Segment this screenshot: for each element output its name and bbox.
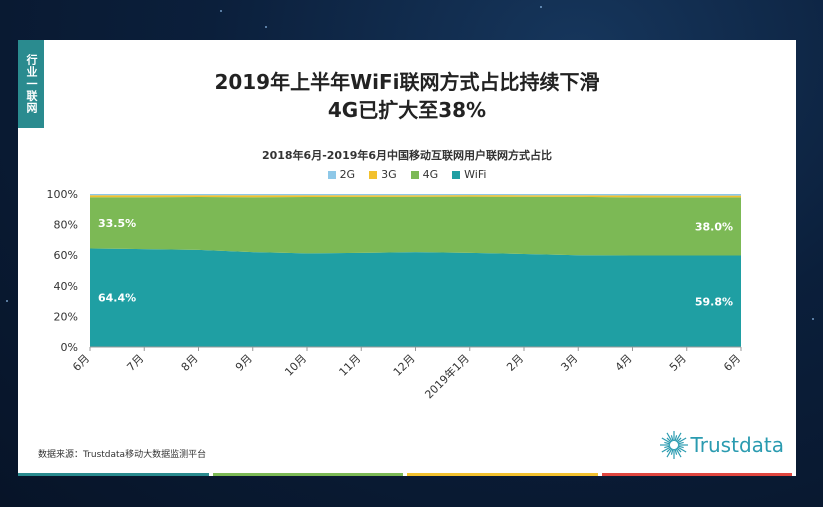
- slide: 行业一联网 2019年上半年WiFi联网方式占比持续下滑 4G已扩大至38% 2…: [18, 40, 796, 476]
- x-tick-label: 10月: [282, 352, 309, 379]
- legend-item-4g: 4G: [410, 168, 439, 181]
- logo-text: Trustdata: [690, 433, 785, 457]
- x-tick-label: 4月: [613, 352, 635, 374]
- bottom-bar-segment: [601, 473, 792, 476]
- legend-swatch: [327, 170, 336, 179]
- x-tick-label: 6月: [721, 352, 743, 374]
- x-tick-label: 5月: [667, 352, 689, 374]
- legend-label: WiFi: [464, 168, 487, 181]
- x-tick-label: 9月: [233, 352, 255, 374]
- starburst-logo-icon: [659, 431, 688, 459]
- area-series-wifi: [90, 248, 741, 347]
- data-label-wifi: 59.8%: [695, 295, 733, 308]
- bottom-bar-segment: [407, 473, 598, 476]
- y-tick-label: 20%: [54, 310, 78, 323]
- x-tick-label: 6月: [70, 352, 92, 374]
- x-tick-label: 7月: [124, 352, 146, 374]
- legend-label: 4G: [422, 168, 439, 181]
- legend-swatch: [369, 170, 378, 179]
- stacked-area-chart: 0% 20% 40% 60% 80% 100% 6月 7月 8月 9月 10月 11月 12月 2019年…: [47, 188, 744, 401]
- data-label-4g: 33.5%: [98, 217, 136, 230]
- area-series-2g: [90, 194, 741, 196]
- area-series-4g: [90, 196, 741, 256]
- y-tick-label: 40%: [54, 280, 78, 293]
- x-tick-label: 11月: [337, 352, 364, 379]
- legend-label: 2G: [339, 168, 356, 181]
- bottom-color-bar: [18, 473, 796, 476]
- y-tick-label: 60%: [54, 249, 78, 262]
- trustdata-logo: Trustdata: [659, 430, 785, 460]
- x-tick-label: 3月: [558, 352, 580, 374]
- x-tick-label: 2019年1月: [422, 351, 472, 401]
- slide-title-line1: 2019年上半年WiFi联网方式占比持续下滑: [214, 70, 600, 94]
- x-tick-label: 12月: [391, 352, 418, 379]
- legend-label: 3G: [381, 168, 397, 181]
- y-tick-label: 80%: [54, 219, 78, 232]
- chart-legend: 2G 3G 4G WiFi: [18, 168, 796, 181]
- x-tick-label: 2月: [504, 352, 526, 374]
- slide-title-line2: 4G已扩大至38%: [327, 98, 487, 122]
- legend-item-2g: 2G: [327, 168, 356, 181]
- area-series-3g: [90, 195, 741, 198]
- legend-item-wifi: WiFi: [452, 168, 486, 181]
- side-category-tag: 行业一联网: [18, 40, 44, 128]
- legend-swatch: [410, 170, 419, 179]
- legend-item-3g: 3G: [369, 168, 397, 181]
- legend-swatch: [452, 170, 461, 179]
- y-tick-label: 0%: [61, 341, 78, 354]
- x-tick-label: 8月: [179, 352, 201, 374]
- bottom-bar-segment: [212, 473, 403, 476]
- bottom-bar-segment: [18, 473, 209, 476]
- data-label-wifi: 64.4%: [98, 292, 136, 305]
- chart-title: 2018年6月-2019年6月中国移动互联网用户联网方式占比: [261, 149, 553, 162]
- data-label-4g: 38.0%: [695, 220, 733, 233]
- data-source-note: 数据来源：Trustdata移动大数据监测平台: [38, 450, 207, 460]
- y-tick-label: 100%: [47, 188, 78, 201]
